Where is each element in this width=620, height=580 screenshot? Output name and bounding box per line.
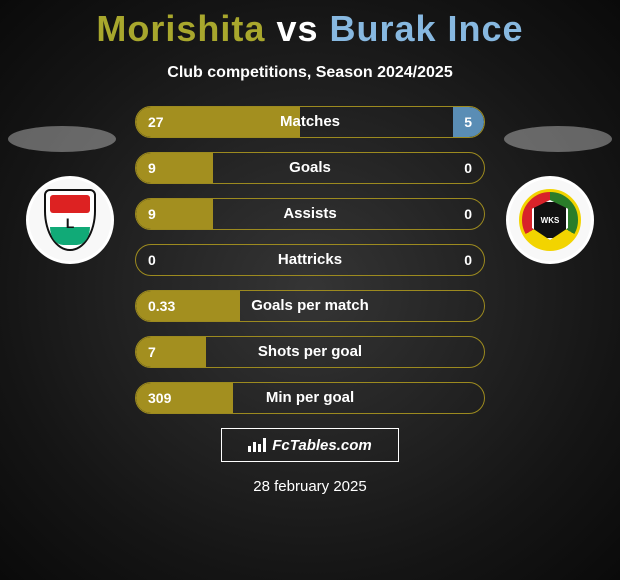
stat-label: Matches <box>136 106 484 138</box>
subtitle: Club competitions, Season 2024/2025 <box>0 64 620 82</box>
stat-row: 0.33Goals per match <box>135 290 485 322</box>
page-title: Morishita vs Burak Ince <box>0 0 620 50</box>
stat-value-left: 0 <box>148 244 156 276</box>
stat-label: Hattricks <box>136 244 484 276</box>
date-line: 28 february 2025 <box>0 478 620 495</box>
stat-value-right: 0 <box>464 198 472 230</box>
stat-row: 9Goals0 <box>135 152 485 184</box>
stat-row: 309Min per goal <box>135 382 485 414</box>
stat-value-left: 0.33 <box>148 290 175 322</box>
round-crest-icon: WKS <box>519 189 581 251</box>
branding-box[interactable]: FcTables.com <box>221 428 399 462</box>
title-vs: vs <box>276 8 318 49</box>
stat-value-right: 5 <box>464 106 472 138</box>
branding-text: FcTables.com <box>272 437 371 454</box>
stat-label: Min per goal <box>136 382 484 414</box>
title-player1: Morishita <box>96 8 265 49</box>
stat-label: Assists <box>136 198 484 230</box>
stat-label: Shots per goal <box>136 336 484 368</box>
chart-icon <box>248 438 266 452</box>
stat-row: 0Hattricks0 <box>135 244 485 276</box>
crest-right-letter: WKS <box>532 200 568 240</box>
stat-row: 9Assists0 <box>135 198 485 230</box>
stat-label: Goals <box>136 152 484 184</box>
stat-value-left: 309 <box>148 382 171 414</box>
shield-icon: L <box>44 189 96 251</box>
club-crest-left: L <box>26 176 114 264</box>
stat-value-left: 9 <box>148 198 156 230</box>
stat-row: 7Shots per goal <box>135 336 485 368</box>
stat-value-left: 27 <box>148 106 164 138</box>
crest-left-letter: L <box>46 215 94 231</box>
stat-label: Goals per match <box>136 290 484 322</box>
club-crest-right: WKS <box>506 176 594 264</box>
stat-value-left: 9 <box>148 152 156 184</box>
player-ellipse-left <box>8 126 116 152</box>
stat-value-left: 7 <box>148 336 156 368</box>
stat-row: 27Matches5 <box>135 106 485 138</box>
player-ellipse-right <box>504 126 612 152</box>
stats-container: 27Matches59Goals09Assists00Hattricks00.3… <box>135 106 485 414</box>
stat-value-right: 0 <box>464 244 472 276</box>
title-player2: Burak Ince <box>330 8 524 49</box>
stat-value-right: 0 <box>464 152 472 184</box>
